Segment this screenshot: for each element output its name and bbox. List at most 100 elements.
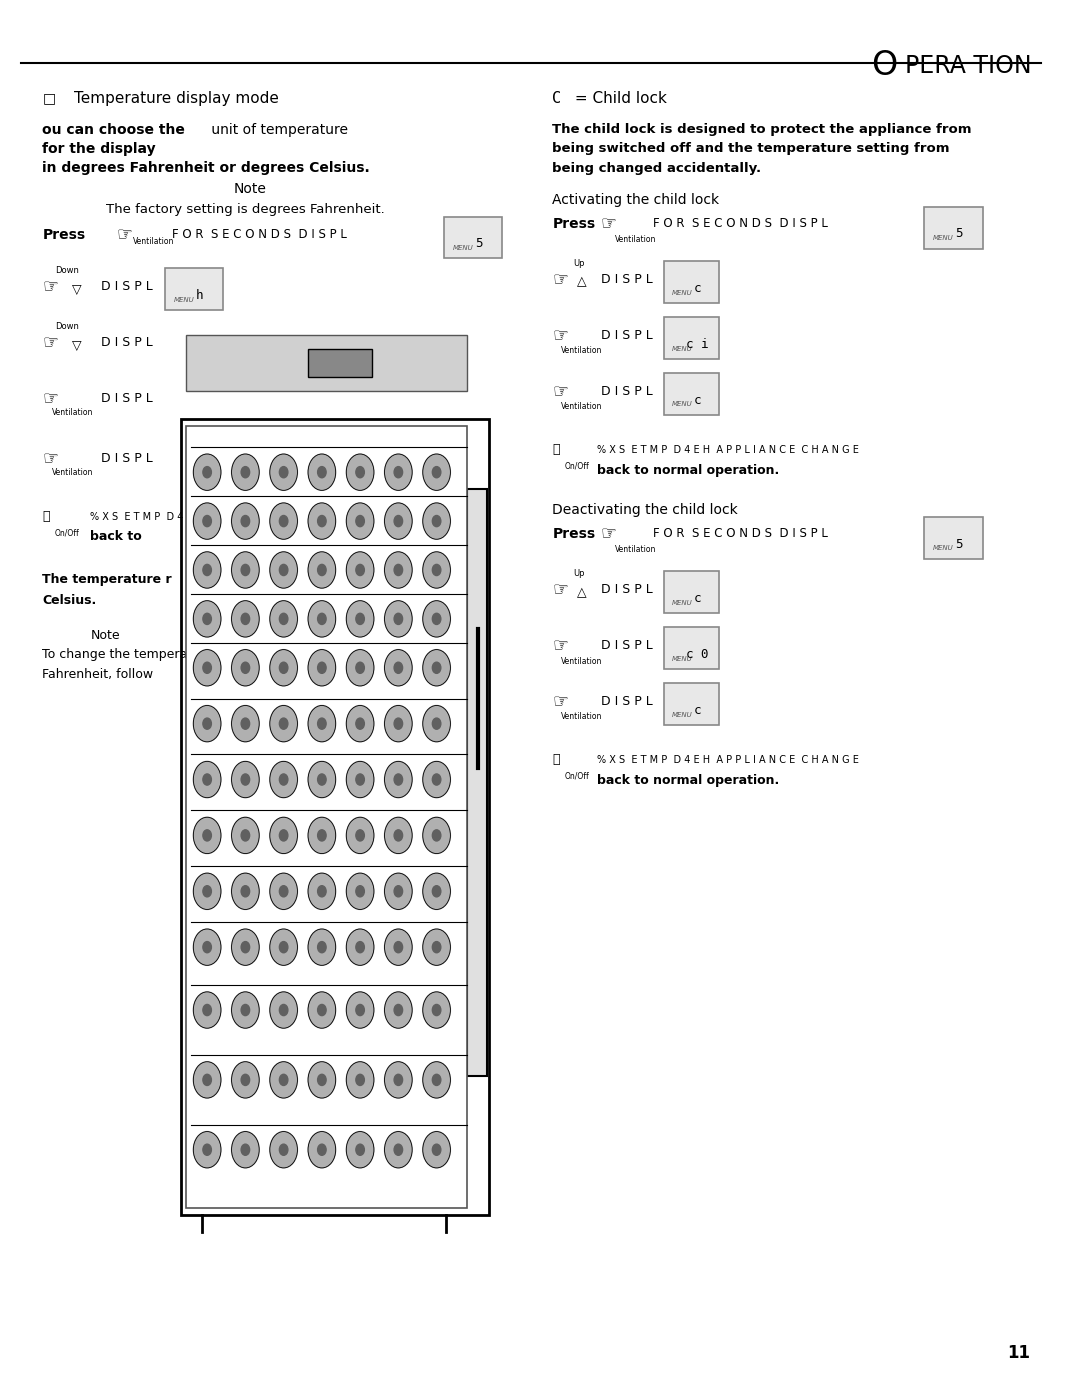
Bar <box>444 217 502 258</box>
Circle shape <box>270 503 297 539</box>
Circle shape <box>347 1062 374 1098</box>
Text: Fahrenheit, follow: Fahrenheit, follow <box>42 668 153 680</box>
Text: Activating the child lock: Activating the child lock <box>552 193 719 207</box>
Text: MENU: MENU <box>672 655 693 662</box>
Circle shape <box>308 873 336 909</box>
Circle shape <box>308 817 336 854</box>
Circle shape <box>347 992 374 1028</box>
Text: Ventilation: Ventilation <box>52 408 93 416</box>
Bar <box>924 517 983 559</box>
Bar <box>308 349 372 377</box>
Text: D I S P L: D I S P L <box>602 583 653 597</box>
Circle shape <box>270 929 297 965</box>
Circle shape <box>308 1062 336 1098</box>
Circle shape <box>308 454 336 490</box>
Circle shape <box>422 552 450 588</box>
Circle shape <box>384 552 413 588</box>
Text: ☞: ☞ <box>552 581 568 598</box>
Circle shape <box>231 601 259 637</box>
Circle shape <box>355 718 364 729</box>
Circle shape <box>280 886 288 897</box>
Circle shape <box>270 454 297 490</box>
Circle shape <box>280 718 288 729</box>
Circle shape <box>432 515 441 527</box>
Text: MENU: MENU <box>933 545 954 552</box>
Circle shape <box>203 613 212 624</box>
Circle shape <box>318 942 326 953</box>
Bar <box>924 207 983 249</box>
Text: MENU: MENU <box>672 401 693 408</box>
Text: Press: Press <box>42 228 85 242</box>
Circle shape <box>203 1004 212 1016</box>
Text: MENU: MENU <box>933 235 954 242</box>
Text: back to normal operation.: back to normal operation. <box>597 774 780 788</box>
Circle shape <box>432 1144 441 1155</box>
Text: c: c <box>693 592 701 605</box>
Text: The factory setting is degrees Fahrenheit.: The factory setting is degrees Fahrenhei… <box>106 203 384 215</box>
Circle shape <box>280 564 288 576</box>
Circle shape <box>394 1004 403 1016</box>
Circle shape <box>241 830 249 841</box>
Circle shape <box>318 564 326 576</box>
Circle shape <box>193 929 221 965</box>
Circle shape <box>384 929 413 965</box>
Text: On/Off: On/Off <box>565 771 590 780</box>
Text: Ventilation: Ventilation <box>562 712 603 721</box>
Text: MENU: MENU <box>672 599 693 606</box>
Text: c: c <box>693 704 701 717</box>
Text: ▽: ▽ <box>71 282 81 296</box>
Text: MENU: MENU <box>672 345 693 352</box>
Circle shape <box>203 774 212 785</box>
Text: 5: 5 <box>956 538 963 550</box>
Circle shape <box>384 761 413 798</box>
Text: ☞: ☞ <box>552 327 568 344</box>
Circle shape <box>394 774 403 785</box>
Text: h: h <box>195 289 203 302</box>
Circle shape <box>394 942 403 953</box>
Bar <box>164 268 224 310</box>
Circle shape <box>355 774 364 785</box>
Circle shape <box>308 992 336 1028</box>
Bar <box>664 571 719 613</box>
Circle shape <box>318 886 326 897</box>
Bar <box>186 335 468 391</box>
Circle shape <box>355 886 364 897</box>
Text: ⏻: ⏻ <box>552 753 559 767</box>
Circle shape <box>432 718 441 729</box>
Circle shape <box>384 992 413 1028</box>
Circle shape <box>422 1132 450 1168</box>
Circle shape <box>432 830 441 841</box>
Text: being switched off and the temperature setting from: being switched off and the temperature s… <box>552 142 950 155</box>
Circle shape <box>432 662 441 673</box>
Circle shape <box>308 601 336 637</box>
Bar <box>664 317 719 359</box>
Circle shape <box>318 467 326 478</box>
Text: ☞: ☞ <box>42 334 58 351</box>
Bar <box>468 489 486 1076</box>
Circle shape <box>394 886 403 897</box>
Text: D I S P L: D I S P L <box>602 694 653 708</box>
Text: ☞: ☞ <box>42 278 58 295</box>
Circle shape <box>231 503 259 539</box>
Circle shape <box>270 873 297 909</box>
Text: ⏻: ⏻ <box>552 443 559 457</box>
Text: The child lock is designed to protect the appliance from: The child lock is designed to protect th… <box>552 123 972 136</box>
Circle shape <box>394 515 403 527</box>
Text: Ventilation: Ventilation <box>615 235 656 243</box>
Circle shape <box>308 1132 336 1168</box>
Circle shape <box>270 650 297 686</box>
Bar <box>664 627 719 669</box>
Circle shape <box>318 662 326 673</box>
Circle shape <box>347 761 374 798</box>
Circle shape <box>193 503 221 539</box>
Circle shape <box>270 601 297 637</box>
Text: c: c <box>693 394 701 407</box>
Text: Temperature display mode: Temperature display mode <box>75 91 280 106</box>
Circle shape <box>270 992 297 1028</box>
Text: D I S P L: D I S P L <box>602 638 653 652</box>
Circle shape <box>231 817 259 854</box>
Text: △: △ <box>578 275 586 289</box>
Text: Note: Note <box>91 629 120 641</box>
Circle shape <box>384 601 413 637</box>
Bar <box>664 683 719 725</box>
